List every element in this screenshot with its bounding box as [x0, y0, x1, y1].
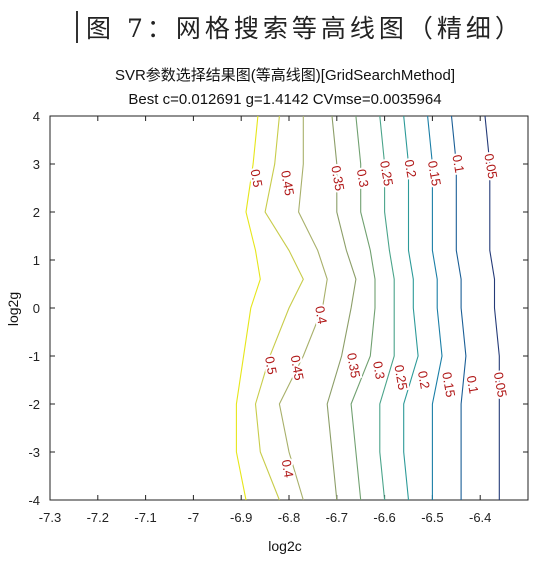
contour-line-0-3 [350, 115, 376, 501]
heading-bar [76, 11, 78, 43]
contour-line-0-1 [450, 115, 467, 500]
contour-label: 0.45 [278, 169, 297, 197]
contour-label: 0.4 [312, 305, 330, 325]
x-tick-label: -6.9 [230, 510, 252, 525]
contour-line-0-35 [326, 115, 357, 501]
contour-line-0-4 [278, 116, 328, 501]
contour-label: 0.3 [354, 168, 372, 188]
y-tick-label: 3 [33, 157, 40, 172]
contour-label: 0.1 [449, 154, 467, 174]
figure-heading-text: 图 7：网格搜索等高线图（精细） [86, 14, 524, 43]
contour-label: 0.45 [288, 354, 307, 382]
y-tick-label: 4 [33, 109, 40, 124]
x-tick-label: -7.1 [134, 510, 156, 525]
x-tick-label: -6.5 [421, 510, 443, 525]
contour-label: 0.05 [491, 371, 510, 399]
y-tick-label: -3 [28, 445, 40, 460]
contour-label: 0.35 [344, 352, 363, 380]
x-tick-label: -6.6 [373, 510, 395, 525]
figure-heading: 图 7：网格搜索等高线图（精细） [76, 10, 524, 44]
contour-line-0-25 [379, 115, 395, 501]
contour-label: 0.5 [262, 355, 280, 375]
contour-label: 0.2 [402, 158, 420, 178]
y-tick-label: 1 [33, 253, 40, 268]
y-tick-label: -2 [28, 397, 40, 412]
contour-label: 0.15 [425, 160, 444, 188]
chart-subtitle: Best c=0.012691 g=1.4142 CVmse=0.0035964 [128, 91, 441, 108]
y-tick-label: -1 [28, 349, 40, 364]
contour-label: 0.2 [415, 370, 433, 390]
contour-line-0-15 [427, 115, 443, 500]
y-tick-label: 0 [33, 301, 40, 316]
contour-label: 0.4 [279, 458, 297, 478]
plot-area: -7.3 -7.2 -7.1 -7 -6.9 -6.8 -6.7 -6.6 -6.5 -6.4 4 3… [28, 109, 529, 525]
x-tick-label: -6.8 [278, 510, 300, 525]
x-tick-label: -6.4 [469, 510, 491, 525]
contour-label: 0.25 [377, 160, 396, 188]
contour-line-0-45 [254, 115, 304, 501]
x-tick-label: -6.7 [326, 510, 348, 525]
x-tick-label: -7.2 [87, 510, 109, 525]
contour-line-0-2 [403, 115, 419, 501]
y-tick-label: 2 [33, 205, 40, 220]
contour-label: 0.5 [248, 168, 266, 188]
x-tick-label: -7.3 [39, 510, 61, 525]
contour-label: 0.1 [464, 374, 482, 394]
contour-label: 0.3 [370, 360, 388, 380]
contour-line-0-5 [235, 115, 261, 501]
y-axis-label: log2g [5, 292, 21, 326]
contour-line-0-05 [484, 115, 500, 500]
y-tick-label: -4 [28, 493, 40, 508]
x-axis-label: log2c [268, 538, 301, 554]
contour-label: 0.15 [439, 371, 458, 399]
contour-label: 0.35 [328, 164, 347, 192]
x-tick-label: -7 [188, 510, 200, 525]
contour-label: 0.05 [481, 152, 500, 180]
contour-label: 0.25 [391, 364, 410, 392]
chart-title: SVR参数选择结果图(等高线图)[GridSearchMethod] [115, 66, 455, 84]
